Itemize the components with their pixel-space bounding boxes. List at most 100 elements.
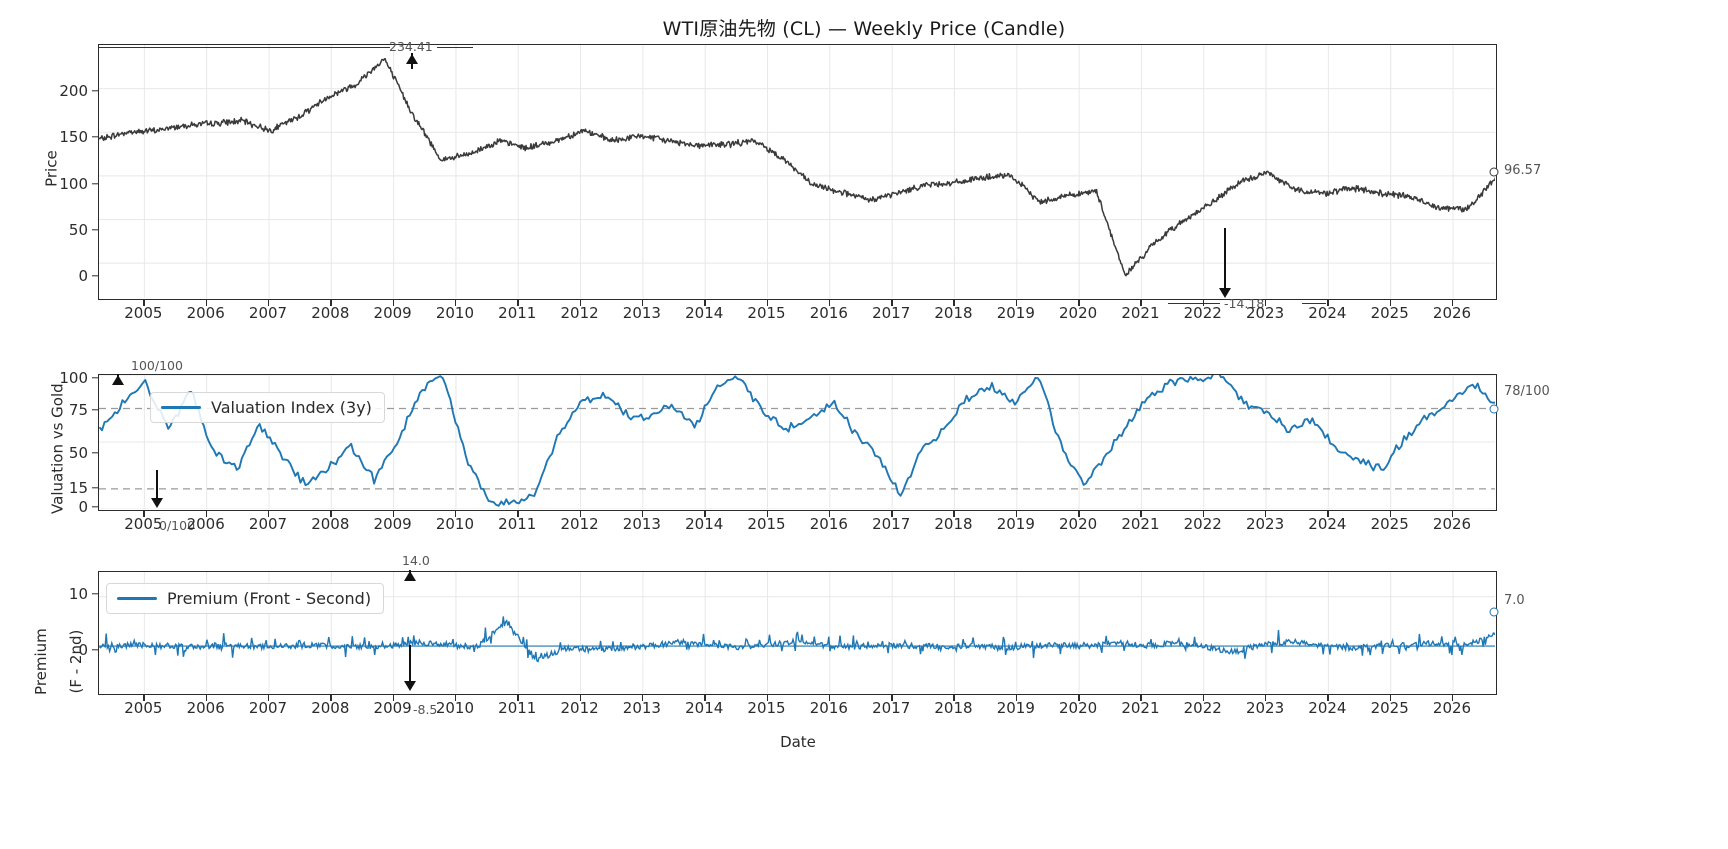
- x-tickmark: [704, 695, 706, 701]
- x-tick-2023: 2023: [1245, 699, 1285, 717]
- x-tick-2026: 2026: [1432, 304, 1472, 322]
- valuation-ytickmark: [92, 506, 98, 508]
- premium-ytick-10: 10: [68, 585, 88, 603]
- valuation-ytickmark: [92, 452, 98, 454]
- x-tickmark: [1452, 695, 1454, 701]
- x-tickmark: [579, 695, 581, 701]
- x-tick-2012: 2012: [560, 304, 599, 322]
- premium-chart-axes: [98, 571, 1497, 695]
- x-tickmark: [1327, 300, 1329, 306]
- x-tickmark: [828, 695, 831, 701]
- valuation-ytickmark: [92, 487, 98, 489]
- premium-legend-swatch-icon: [117, 597, 157, 600]
- price-min-arrow-icon: [1219, 288, 1231, 298]
- premium-max-stem: [409, 570, 411, 580]
- x-tick-2021: 2021: [1121, 304, 1160, 322]
- x-tick-2013: 2013: [622, 304, 661, 322]
- x-tickmark: [143, 511, 145, 517]
- x-tickmark: [641, 695, 644, 701]
- x-tickmark: [392, 695, 395, 701]
- x-tick-2019: 2019: [996, 304, 1035, 322]
- x-tick-2016: 2016: [809, 304, 848, 322]
- x-tickmark: [641, 511, 644, 517]
- x-tick-2008: 2008: [311, 304, 350, 322]
- x-tickmark: [205, 511, 208, 517]
- x-tickmark: [454, 300, 457, 306]
- x-tick-2022: 2022: [1183, 515, 1222, 533]
- premium-legend-label: Premium (Front - Second): [167, 589, 372, 608]
- x-tickmark: [268, 511, 270, 517]
- x-tickmark: [143, 695, 145, 701]
- premium-xtick-group: 2005 2006 2007 2008 2009 2010 2011 2012 2013 2014…: [98, 695, 1497, 721]
- x-tickmark: [1452, 511, 1454, 517]
- x-tick-2008: 2008: [311, 699, 350, 717]
- x-tickmark: [268, 695, 270, 701]
- x-tick-2005: 2005: [124, 304, 163, 322]
- price-chart-axes: [98, 44, 1497, 300]
- x-tickmark: [268, 300, 270, 306]
- price-max-arrow-icon: [406, 54, 418, 64]
- valuation-last-value: 78/100: [1504, 384, 1550, 399]
- x-tick-2011: 2011: [498, 699, 537, 717]
- x-tickmark: [392, 511, 395, 517]
- x-tickmark: [1140, 511, 1142, 517]
- premium-last-marker: [1489, 607, 1499, 617]
- valuation-min-stem: [156, 470, 158, 500]
- x-tickmark: [517, 695, 519, 701]
- x-tick-2024: 2024: [1308, 515, 1347, 533]
- premium-last-value: 7.0: [1504, 593, 1525, 608]
- x-tick-2020: 2020: [1059, 515, 1098, 533]
- x-tickmark: [454, 511, 457, 517]
- x-tick-2018: 2018: [934, 515, 973, 533]
- x-tick-2022: 2022: [1183, 304, 1222, 322]
- x-tickmark: [205, 695, 208, 701]
- x-tick-2020: 2020: [1059, 304, 1098, 322]
- x-tick-2006: 2006: [186, 304, 225, 322]
- x-tickmark: [766, 300, 768, 306]
- valuation-ytick-75: 75: [68, 401, 88, 419]
- x-tick-2018: 2018: [934, 304, 973, 322]
- x-tick-2025: 2025: [1370, 515, 1409, 533]
- price-max-annotation: 234.41: [389, 39, 433, 54]
- x-tickmark: [1389, 300, 1392, 306]
- premium-axis-label-line1: Premium: [32, 628, 51, 695]
- x-tickmark: [1327, 695, 1329, 701]
- valuation-min-arrow-icon: [151, 498, 163, 508]
- x-tick-2019: 2019: [996, 699, 1035, 717]
- x-tick-2007: 2007: [248, 515, 288, 533]
- x-tickmark: [953, 695, 955, 701]
- x-tick-2012: 2012: [560, 699, 599, 717]
- premium-axis-label-line2: (F - 2nd): [66, 629, 85, 694]
- x-tick-2019: 2019: [996, 515, 1035, 533]
- premium-legend: Premium (Front - Second): [106, 583, 385, 614]
- x-tickmark: [1078, 695, 1080, 701]
- x-tickmark: [766, 511, 768, 517]
- x-tick-2022: 2022: [1183, 699, 1222, 717]
- premium-ytickmark: [92, 593, 98, 595]
- x-tickmark: [143, 300, 145, 306]
- premium-min-arrow-icon: [404, 681, 416, 691]
- x-tick-2014: 2014: [685, 699, 724, 717]
- x-tickmark: [1140, 695, 1142, 701]
- x-tick-2005: 2005: [124, 699, 163, 717]
- x-tickmark: [1202, 300, 1205, 306]
- x-tick-2006: 2006: [186, 699, 225, 717]
- valuation-last-marker: [1489, 404, 1499, 414]
- x-tick-2020: 2020: [1059, 699, 1098, 717]
- x-tickmark: [953, 300, 955, 306]
- x-tickmark: [517, 300, 519, 306]
- x-tick-2026: 2026: [1432, 515, 1472, 533]
- x-tickmark: [704, 300, 706, 306]
- x-tickmark: [392, 300, 395, 306]
- valuation-ytick-100: 100: [59, 369, 88, 387]
- valuation-max-stem: [117, 374, 119, 382]
- x-tick-2013: 2013: [622, 515, 661, 533]
- x-tickmark: [330, 300, 332, 306]
- x-tick-2005: 2005: [124, 515, 163, 533]
- x-tickmark: [517, 511, 519, 517]
- price-ytickmark: [92, 136, 98, 138]
- page-title: WTI原油先物 (CL) — Weekly Price (Candle): [662, 18, 1066, 40]
- price-min-annotation: -14.18: [1224, 296, 1265, 311]
- x-tick-2013: 2013: [622, 699, 661, 717]
